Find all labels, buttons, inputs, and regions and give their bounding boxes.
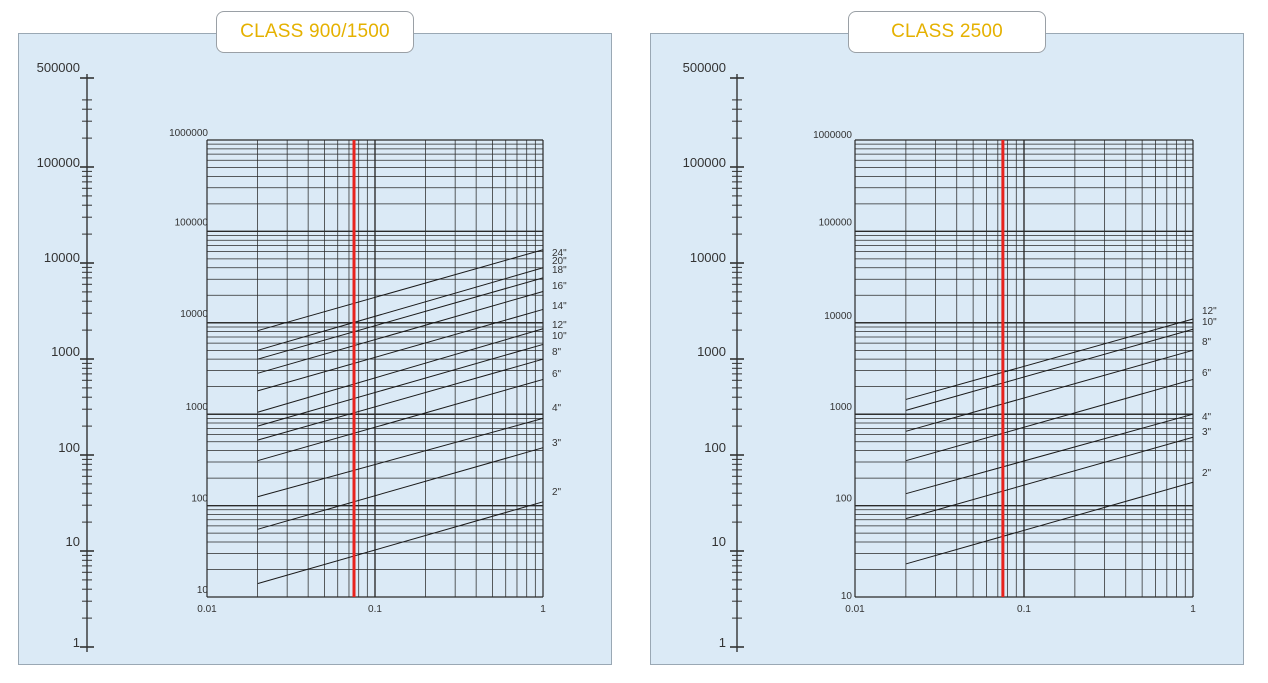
y-axis-tick-label: 100000 (819, 217, 853, 228)
outer-axis-tick-label: 10000 (44, 250, 80, 265)
series-label: 4" (1202, 412, 1212, 423)
series-line (257, 267, 544, 351)
outer-axis-tick-label: 10000 (690, 250, 726, 265)
series-label: 24" (552, 248, 567, 259)
series-line (257, 308, 544, 392)
series-label: 8" (552, 347, 562, 358)
series-label: 4" (552, 403, 562, 414)
y-axis-tick-label: 10 (841, 591, 853, 602)
outer-axis-tick-label: 1000 (51, 344, 80, 359)
series-label: 20" (552, 256, 567, 267)
x-axis-tick-label: 0.1 (368, 604, 382, 615)
series-label: 8" (1202, 337, 1212, 348)
x-axis-tick-label: 0.1 (1017, 604, 1031, 615)
series-label: 6" (1202, 368, 1212, 379)
series-label: 3" (552, 438, 562, 449)
series-line (905, 318, 1194, 400)
chart-panel-class-900-1500 (18, 33, 612, 665)
series-label: 2" (552, 487, 562, 498)
series-label: 10" (552, 331, 567, 342)
y-axis-tick-label: 1000 (830, 402, 853, 413)
series-line (905, 378, 1194, 462)
outer-axis-tick-label: 1 (73, 635, 80, 650)
series-label: 14" (552, 301, 567, 312)
series-label: 3" (1202, 427, 1212, 438)
outer-axis-tick-label: 100000 (37, 155, 80, 170)
series-line (905, 413, 1194, 495)
series-line (257, 501, 544, 585)
outer-axis-tick-label: 100000 (683, 155, 726, 170)
series-line (257, 291, 544, 374)
outer-axis-tick-label: 500000 (37, 60, 80, 75)
chart-title-tab: CLASS 2500 (848, 11, 1046, 53)
y-axis-tick-label: 1000 (186, 402, 209, 413)
series-label: 6" (552, 369, 562, 380)
series-label: 2" (1202, 468, 1212, 479)
series-line (257, 417, 544, 498)
y-axis-tick-label: 10000 (180, 309, 208, 320)
y-axis-tick-label: 10 (197, 585, 209, 596)
series-line (257, 277, 544, 360)
y-axis-tick-label: 1000000 (169, 128, 208, 139)
series-line (905, 328, 1194, 411)
y-axis-tick-label: 10000 (824, 311, 852, 322)
series-line (257, 249, 544, 332)
x-axis-tick-label: 0.01 (845, 604, 865, 615)
outer-axis-tick-label: 500000 (683, 60, 726, 75)
y-axis-tick-label: 1000000 (813, 130, 852, 141)
outer-axis-tick-label: 10 (712, 534, 726, 549)
series-label: 18" (552, 265, 567, 276)
outer-axis-tick-label: 1 (719, 635, 726, 650)
chart-title-tab: CLASS 900/1500 (216, 11, 414, 53)
series-line (257, 358, 544, 441)
series-label: 10" (1202, 317, 1217, 328)
series-label: 12" (552, 320, 567, 331)
x-axis-tick-label: 1 (540, 604, 546, 615)
series-line (905, 436, 1194, 520)
series-line (257, 343, 544, 427)
series-label: 12" (1202, 306, 1217, 317)
y-axis-tick-label: 100000 (175, 217, 209, 228)
series-line (257, 378, 544, 462)
series-line (257, 447, 544, 530)
series-line (905, 481, 1194, 565)
x-axis-tick-label: 0.01 (197, 604, 217, 615)
outer-axis-tick-label: 10 (66, 534, 80, 549)
chart-panel-class-2500 (650, 33, 1244, 665)
outer-axis-tick-label: 100 (704, 440, 726, 455)
outer-axis-tick-label: 100 (58, 440, 80, 455)
series-label: 16" (552, 281, 567, 292)
y-axis-tick-label: 100 (191, 494, 208, 505)
series-line (257, 328, 544, 413)
series-line (905, 349, 1194, 432)
outer-axis-tick-label: 1000 (697, 344, 726, 359)
y-axis-tick-label: 100 (835, 494, 852, 505)
x-axis-tick-label: 1 (1190, 604, 1196, 615)
